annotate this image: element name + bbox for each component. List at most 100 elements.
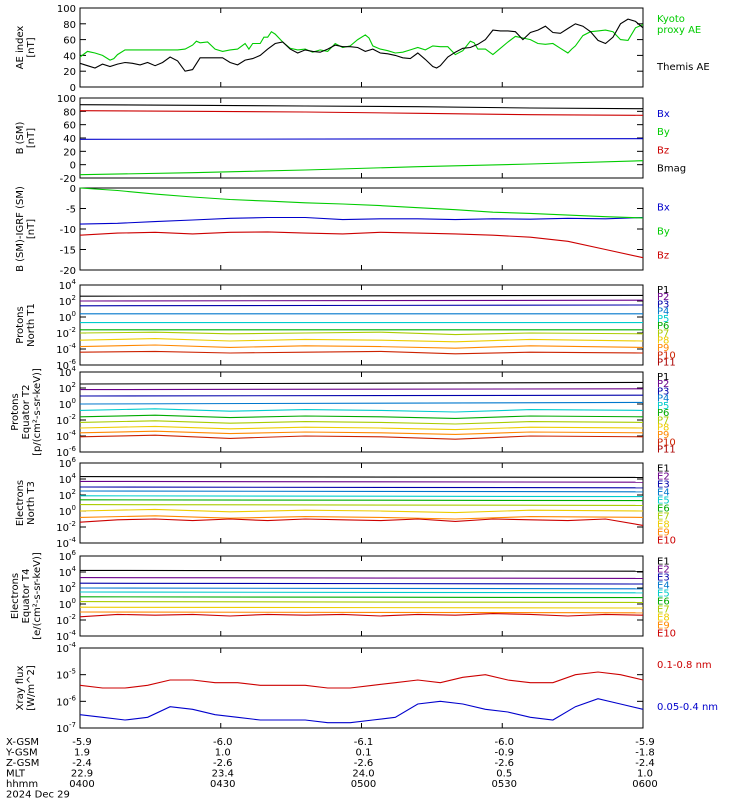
x-axis-value: 0400 xyxy=(69,779,94,790)
series-line-e8 xyxy=(79,606,644,609)
series-line-p3 xyxy=(79,304,644,307)
series-line-bx xyxy=(79,216,644,225)
legend-entry: E3 xyxy=(657,572,670,583)
legend-entry: E2 xyxy=(657,564,670,575)
panel-frame xyxy=(79,555,644,637)
series-line-e10 xyxy=(79,518,644,526)
series-line-e5 xyxy=(79,591,644,594)
x-axis-value: 0600 xyxy=(632,779,657,790)
series-line-e3 xyxy=(79,486,644,489)
x-axis-row-label: hhmm xyxy=(6,779,38,790)
legend-entry: P1 xyxy=(657,285,669,296)
series-line-e5 xyxy=(79,495,644,498)
y-tick-label: 10-4 xyxy=(56,536,76,550)
y-tick-label: 10-5 xyxy=(56,668,76,682)
y-tick-label: 60 xyxy=(63,121,76,132)
x-axis-value: -0.9 xyxy=(494,748,514,759)
series-line-e7 xyxy=(79,601,644,603)
x-axis-value: -6.0 xyxy=(213,737,233,748)
y-tick-label: -15 xyxy=(60,246,76,257)
y-tick-label: 10-2 xyxy=(56,326,76,340)
legend-entry: P2 xyxy=(657,292,669,303)
x-axis-value: 1.0 xyxy=(637,769,653,780)
series-line-0-05-0-4-nm xyxy=(79,698,644,724)
series-line-p10 xyxy=(79,350,644,355)
y-tick-label: 106 xyxy=(59,549,77,563)
x-axis-value: 1.0 xyxy=(215,748,231,759)
legend-entry: Bx xyxy=(657,109,670,120)
legend-entry: E7 xyxy=(657,511,670,522)
series-line-e10 xyxy=(79,613,644,618)
series-line-e7 xyxy=(79,504,644,506)
series-line-e9 xyxy=(79,611,644,614)
legend-entry: E8 xyxy=(657,519,670,530)
y-tick-label: 100 xyxy=(59,310,76,324)
legend-entry: P7 xyxy=(657,328,669,339)
legend-entry: 0.1-0.8 nm xyxy=(657,660,712,671)
x-axis-value: -2.4 xyxy=(72,758,92,769)
legend-entry: E1 xyxy=(657,463,670,474)
y-axis-label: B (SM)[nT] xyxy=(15,121,37,154)
legend-entry: Bz xyxy=(657,145,669,156)
series-line-themis-ae xyxy=(79,18,644,72)
x-axis-value: -5.9 xyxy=(635,737,655,748)
series-line-p7 xyxy=(79,420,644,425)
y-tick-label: 100 xyxy=(59,397,76,411)
x-axis-value: -2.6 xyxy=(354,758,374,769)
y-tick-label: 102 xyxy=(59,294,76,308)
legend-entry: Bx xyxy=(657,202,670,213)
series-line-kyoto-proxy-ae xyxy=(79,24,644,61)
legend-entry: P2 xyxy=(657,379,669,390)
series-line-p5 xyxy=(79,408,644,413)
panel-1: 0 20 40 60 80 100 AE index[nT] Kyoto proxy AE The… xyxy=(15,4,710,94)
x-axis-row-label: X-GSM xyxy=(6,737,39,748)
y-tick-label: 40 xyxy=(63,51,76,62)
y-axis-label: ProtonsEquator T2[p/(cm²-s-sr-keV)] xyxy=(10,368,43,456)
series-line-e6 xyxy=(79,596,644,599)
x-axis-value: -5.9 xyxy=(72,737,92,748)
x-axis-value: 22.9 xyxy=(71,769,93,780)
x-axis-value: 0530 xyxy=(492,779,517,790)
series-line-p2 xyxy=(79,299,644,302)
series-line-p8 xyxy=(79,425,644,431)
series-line-p3 xyxy=(79,394,644,397)
y-tick-label: 10-2 xyxy=(56,520,76,534)
panel-frame xyxy=(79,647,644,729)
series-line-e6 xyxy=(79,499,644,502)
y-tick-label: -5 xyxy=(66,205,76,216)
y-tick-label: 80 xyxy=(63,20,76,31)
x-axis-date: 2024 Dec 29 xyxy=(6,790,70,800)
x-axis-value: -2.4 xyxy=(635,758,655,769)
y-axis-label: ElectronsEquator T4[e/(cm²-s-sr-keV)] xyxy=(10,552,43,640)
legend-entry: P3 xyxy=(657,299,669,310)
legend-entry: P7 xyxy=(657,415,669,426)
y-tick-label: 10-2 xyxy=(56,413,76,427)
series-line-e2 xyxy=(79,577,644,579)
legend-entry: Themis AE xyxy=(656,62,710,73)
series-line-e4 xyxy=(79,490,644,493)
y-tick-label: 10-4 xyxy=(56,342,76,356)
legend-entry: E9 xyxy=(657,620,670,631)
y-tick-label: 102 xyxy=(59,488,76,502)
y-tick-label: -20 xyxy=(60,266,76,277)
legend-entry: P11 xyxy=(657,358,676,369)
x-axis-value: -1.8 xyxy=(635,748,655,759)
legend-entry: E9 xyxy=(657,527,670,538)
x-axis-value: 24.0 xyxy=(352,769,374,780)
y-tick-label: 100 xyxy=(59,597,76,611)
legend-entry: By xyxy=(657,127,670,138)
y-axis-label: ProtonsNorth T1 xyxy=(15,303,37,347)
series-line-e1 xyxy=(79,476,644,478)
legend-entry: P10 xyxy=(657,350,676,361)
legend-entry: Kyoto proxy AE xyxy=(657,14,701,36)
legend-entry: 0.05-0.4 nm xyxy=(657,702,718,713)
series-line-p6 xyxy=(79,414,644,419)
y-tick-label: 0 xyxy=(70,83,76,94)
y-tick-label: 80 xyxy=(63,107,76,118)
legend-entry: E7 xyxy=(657,604,670,615)
legend-entry: P8 xyxy=(657,423,669,434)
legend-entry: E5 xyxy=(657,588,670,599)
legend-entry: P3 xyxy=(657,386,669,397)
